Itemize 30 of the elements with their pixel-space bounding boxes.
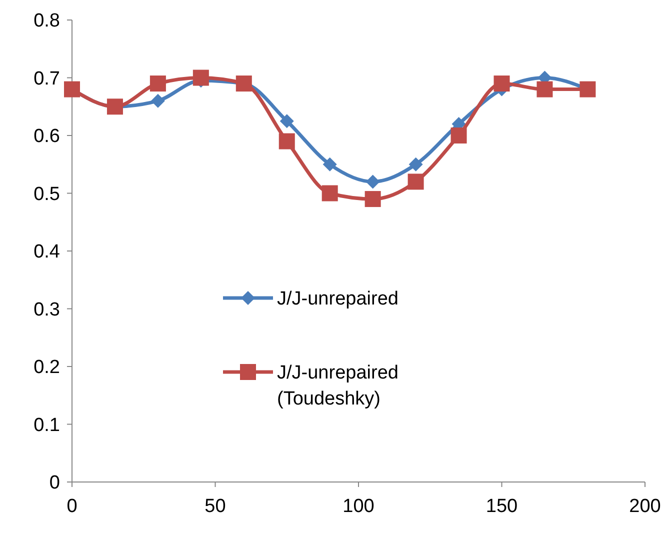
legend-label: J/J-unrepaired — [277, 288, 398, 310]
point — [150, 76, 166, 92]
x-tick-label: 100 — [342, 496, 374, 517]
legend-label: J/J-unrepaired (Toudeshky) — [277, 362, 398, 410]
point — [494, 76, 510, 92]
y-tick-label: 0.6 — [34, 126, 60, 148]
point — [408, 174, 424, 190]
y-tick-label: 0 — [49, 472, 60, 494]
point — [450, 128, 467, 144]
point — [366, 174, 380, 189]
point — [408, 157, 423, 172]
y-tick-label: 0.1 — [34, 414, 60, 436]
point — [322, 185, 338, 202]
x-tick-label: 50 — [204, 496, 226, 517]
y-tick-label: 0.3 — [34, 299, 60, 320]
point — [192, 70, 209, 86]
y-tick-label: 0.5 — [34, 184, 60, 205]
y-tick-label: 0.8 — [34, 10, 60, 32]
x-tick-label: 0 — [66, 496, 78, 517]
y-tick-label: 0.2 — [34, 357, 60, 378]
point — [278, 133, 295, 150]
point — [364, 191, 381, 208]
point — [280, 114, 294, 128]
point — [322, 157, 337, 172]
y-tick-label: 0.7 — [34, 68, 60, 90]
x-tick-label: 150 — [486, 496, 518, 517]
point — [536, 81, 553, 98]
point — [150, 94, 165, 108]
y-tick-label: 0.4 — [34, 242, 60, 263]
x-tick-label: 200 — [629, 496, 661, 517]
